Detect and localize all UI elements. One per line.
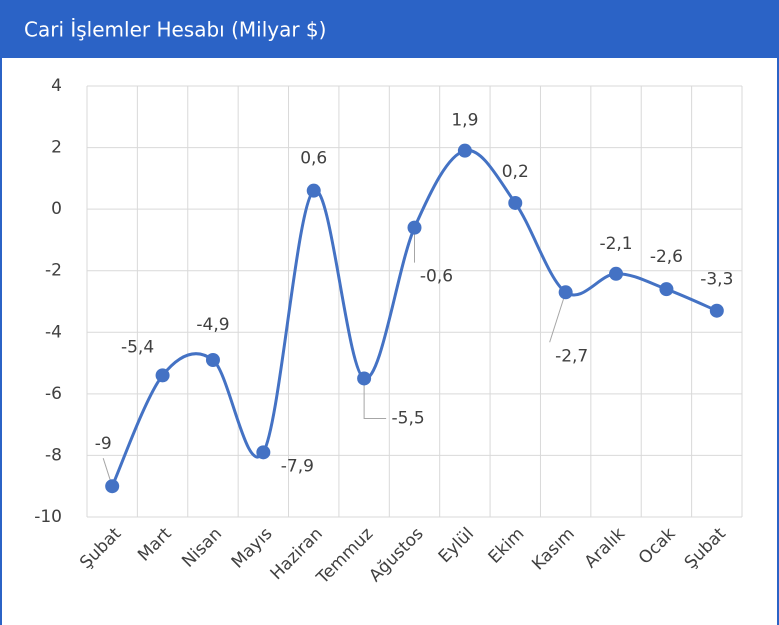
point	[357, 371, 372, 386]
point	[709, 303, 724, 318]
point	[508, 195, 523, 210]
header-bar	[0, 0, 779, 58]
data-label: 0,2	[502, 162, 529, 182]
point	[205, 352, 220, 367]
y-tick-label: -8	[45, 445, 62, 465]
point	[256, 445, 271, 460]
data-label: -0,6	[420, 267, 453, 287]
chart-title: Cari İşlemler Hesabı (Milyar $)	[24, 18, 326, 42]
point	[457, 143, 472, 158]
y-tick-label: -10	[34, 507, 62, 527]
data-label: -5,5	[392, 408, 425, 428]
y-tick-label: -6	[45, 384, 62, 404]
y-tick-label: 0	[51, 199, 62, 219]
point	[558, 285, 573, 300]
point	[155, 368, 170, 383]
data-label: -3,3	[700, 270, 733, 290]
data-label: -2,7	[555, 346, 588, 366]
data-label: 0,6	[300, 149, 327, 169]
data-label: -9	[95, 434, 112, 454]
y-tick-label: -2	[45, 261, 62, 281]
y-tick-label: 4	[51, 76, 62, 96]
data-label: -2,1	[599, 234, 632, 254]
data-label: -7,9	[281, 456, 314, 476]
data-label: 1,9	[451, 111, 478, 131]
y-tick-label: 2	[51, 138, 62, 158]
point	[407, 220, 422, 235]
data-label: -4,9	[196, 315, 229, 335]
data-label: -5,4	[121, 337, 154, 357]
point	[306, 183, 321, 198]
point	[105, 479, 120, 494]
leader-line	[549, 292, 567, 343]
point	[609, 266, 624, 281]
data-label: -2,6	[650, 247, 683, 267]
y-tick-label: -4	[45, 322, 62, 342]
leader-line	[363, 378, 387, 419]
point	[659, 282, 674, 297]
